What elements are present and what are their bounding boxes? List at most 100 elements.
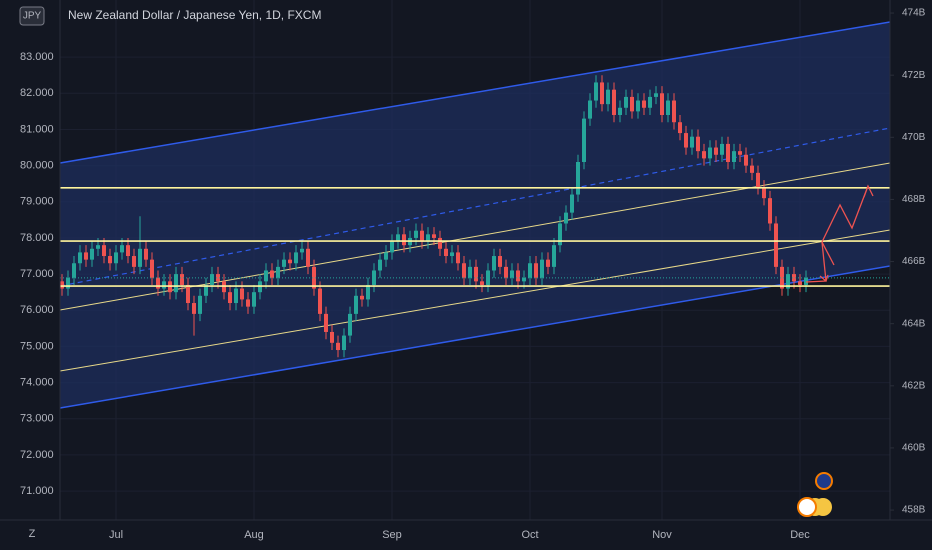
- candle-body: [744, 154, 748, 166]
- currency-badge[interactable]: [19, 6, 45, 26]
- candle-body: [630, 96, 634, 112]
- candle-body: [726, 143, 730, 163]
- candle-body: [444, 248, 448, 257]
- candle-body: [120, 245, 124, 253]
- candle-body: [786, 274, 790, 289]
- candle-body: [150, 259, 154, 278]
- y-tick-label: 73.000: [20, 413, 54, 425]
- candle-body: [312, 266, 316, 289]
- channel-mid: [59, 127, 891, 287]
- candle-body: [462, 263, 466, 278]
- candle-body: [228, 292, 232, 304]
- x-tick-label: Dec: [790, 529, 810, 541]
- candle-body: [288, 259, 292, 264]
- candle-body: [114, 252, 118, 264]
- candle-body: [204, 284, 208, 296]
- y2-tick-label: 468B: [902, 194, 926, 205]
- candle-body: [450, 252, 454, 257]
- candle-body: [708, 147, 712, 159]
- candle-body: [414, 230, 418, 238]
- trend-line: [59, 229, 891, 372]
- candle-body: [738, 151, 742, 155]
- candle-body: [330, 331, 334, 343]
- candle-body: [654, 93, 658, 97]
- candle-body: [756, 172, 760, 188]
- candle-body: [780, 266, 784, 289]
- candle-body: [66, 277, 70, 289]
- event-icons: [797, 472, 833, 517]
- candle-body: [180, 274, 184, 285]
- currency-badge-text: JPY: [23, 11, 42, 22]
- candle-body: [438, 237, 442, 249]
- candle-body: [78, 252, 82, 264]
- y2-tick-label: 466B: [902, 256, 926, 267]
- candle-body: [72, 263, 76, 278]
- candle-body: [216, 274, 220, 282]
- candle-body: [138, 248, 142, 267]
- candle-body: [342, 335, 346, 351]
- candle-body: [516, 270, 520, 282]
- candles: [60, 75, 808, 358]
- candle-body: [774, 223, 778, 267]
- candle-body: [552, 245, 556, 267]
- candle-body: [720, 143, 724, 155]
- candle-body: [234, 288, 238, 304]
- candle-body: [420, 230, 424, 242]
- candle-body: [714, 147, 718, 155]
- candle-body: [378, 259, 382, 271]
- candle-body: [390, 241, 394, 253]
- candle-body: [456, 252, 460, 264]
- y-tick-label: 83.000: [20, 51, 54, 63]
- y-tick-label: 81.000: [20, 123, 54, 135]
- candle-body: [648, 96, 652, 108]
- scale-mode[interactable]: Z: [29, 528, 36, 540]
- candle-body: [126, 245, 130, 257]
- candle-body: [162, 281, 166, 289]
- candle-body: [618, 107, 622, 115]
- candle-body: [684, 133, 688, 148]
- candle-body: [156, 277, 160, 289]
- candle-body: [318, 288, 322, 314]
- candle-body: [354, 295, 358, 314]
- candle-body: [486, 270, 490, 285]
- candle-body: [570, 194, 574, 213]
- y-tick-label: 79.000: [20, 196, 54, 208]
- candle-body: [528, 263, 532, 278]
- y2-tick-label: 474B: [902, 8, 926, 19]
- candle-body: [90, 248, 94, 260]
- candle-body: [510, 270, 514, 278]
- candle-body: [84, 252, 88, 260]
- y2-tick-label: 458B: [902, 505, 926, 516]
- candle-body: [108, 256, 112, 264]
- y-tick-label: 75.000: [20, 340, 54, 352]
- candle-body: [798, 281, 802, 285]
- candle-body: [102, 245, 106, 257]
- candle-body: [762, 187, 766, 199]
- candle-body: [558, 223, 562, 246]
- candle-body: [480, 281, 484, 285]
- candle-body: [504, 266, 508, 278]
- candle-body: [576, 162, 580, 195]
- candle-body: [690, 136, 694, 148]
- candle-body: [732, 151, 736, 163]
- x-tick-label: Oct: [521, 529, 538, 541]
- candle-body: [246, 299, 250, 307]
- candle-body: [546, 259, 550, 267]
- candle-body: [468, 266, 472, 278]
- left-axis: [0, 0, 60, 550]
- candle-body: [336, 342, 340, 351]
- projection-arrow: [821, 184, 874, 243]
- candle-body: [612, 89, 616, 115]
- candle-body: [696, 136, 700, 152]
- candle-body: [174, 274, 178, 293]
- candle-body: [264, 270, 268, 282]
- candle-body: [660, 93, 664, 115]
- y-tick-label: 76.000: [20, 304, 54, 316]
- candle-body: [306, 248, 310, 267]
- y-tick-label: 82.000: [20, 87, 54, 99]
- projection-arrow: [805, 241, 835, 283]
- y-tick-label: 74.000: [20, 376, 54, 388]
- x-tick-label: Jul: [109, 529, 123, 541]
- channel-top: [59, 21, 891, 164]
